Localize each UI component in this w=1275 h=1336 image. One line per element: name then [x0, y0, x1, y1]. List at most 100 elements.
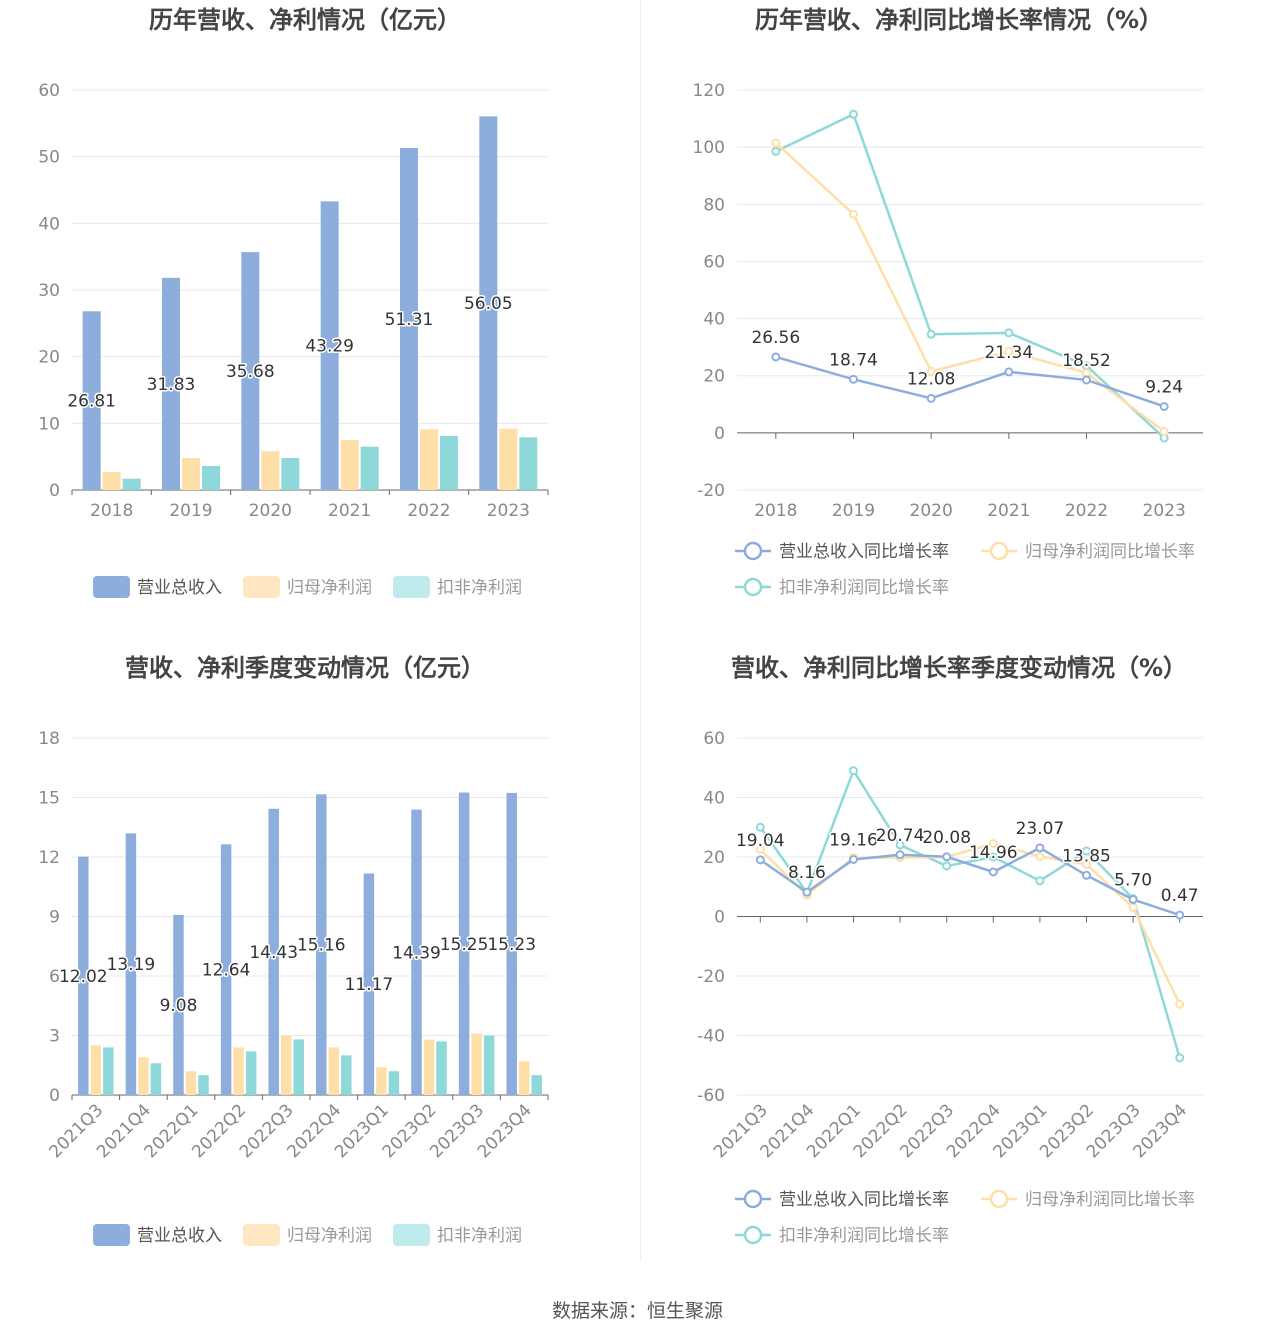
annual-growth-rate-chart: 历年营收、净利同比增长率情况（%） -20 0 20 40 60 80 100 120 2018 2…: [641, 0, 1275, 645]
data-label: 11.17: [345, 975, 394, 995]
bar-归母净利润: [138, 1057, 149, 1095]
data-label: 23.07: [1016, 819, 1065, 839]
data-label: 15.25: [440, 935, 489, 955]
annual-revenue-profit-chart: 历年营收、净利情况（亿元） 0 10 20 30 40 50 60 2018 2019 2020 20…: [0, 0, 637, 645]
y-tick-label: 9: [49, 908, 60, 928]
series-line-营业总收入同比增长率: [759, 846, 1181, 917]
panel-divider: [640, 0, 641, 1260]
data-point: [1128, 895, 1138, 905]
bar-扣非净利润: [531, 1075, 542, 1095]
bar-营业总收入: [173, 914, 184, 1095]
y-tick-label: 20: [703, 848, 725, 868]
bar-营业总收入: [316, 794, 327, 1095]
data-point: [1175, 999, 1185, 1009]
quarterly-growth-rate-svg: 营收、净利同比增长率季度变动情况（%）-60-40-2002040602021Q…: [697, 654, 1203, 1246]
data-point: [849, 209, 858, 219]
y-tick-label: 0: [714, 908, 725, 928]
data-point: [988, 852, 998, 862]
data-label: 43.29: [305, 337, 354, 357]
data-point: [1035, 876, 1045, 886]
bar-归母净利润: [471, 1033, 482, 1095]
data-label: 13.19: [107, 955, 156, 975]
data-label: 26.81: [67, 392, 116, 412]
x-tick-label: 2019: [169, 501, 212, 521]
legend-swatch: [393, 576, 430, 598]
data-point: [1128, 903, 1138, 913]
y-tick-label: 10: [38, 414, 60, 434]
x-tick-label: 2022: [407, 501, 450, 521]
bar-营业总收入: [82, 311, 101, 490]
data-label: 12.64: [202, 961, 251, 981]
y-tick-label: -60: [697, 1086, 725, 1106]
y-tick-label: 60: [38, 81, 60, 101]
data-point: [755, 855, 765, 865]
x-tick-label: 2020: [910, 501, 953, 521]
data-point: [771, 146, 781, 156]
quarterly-growth-rate-chart: 营收、净利同比增长率季度变动情况（%） -60 -40 -20 0 20 40 60 2021Q…: [641, 645, 1275, 1290]
y-tick-label: 60: [703, 252, 725, 272]
x-tick-label: 2023: [487, 501, 530, 521]
y-tick-label: 40: [703, 789, 725, 809]
x-tick-label: 2020: [249, 501, 292, 521]
y-tick-label: 0: [49, 481, 60, 501]
y-tick-label: 6: [49, 967, 60, 987]
data-point: [926, 329, 936, 339]
bar-扣非净利润: [360, 446, 379, 490]
bar-扣非净利润: [245, 1051, 257, 1095]
y-tick-label: 40: [38, 214, 60, 234]
bar-归母净利润: [182, 458, 200, 490]
bar-扣非净利润: [150, 1063, 162, 1095]
bar-归母净利润: [261, 451, 280, 490]
annual-growth-rate-svg: 历年营收、净利同比增长率情况（%） -20 0 20 40 60 80 100 120 2018 2…: [693, 6, 1203, 598]
legend-label: 营业总收入: [137, 578, 222, 598]
bar-归母净利润: [102, 472, 121, 490]
data-label: 31.83: [147, 375, 196, 395]
bar-营业总收入: [320, 201, 339, 490]
data-point: [942, 861, 952, 871]
y-tick-label: 0: [714, 424, 725, 444]
data-label: 12.02: [59, 967, 108, 987]
data-point: [1082, 870, 1091, 880]
legend-label: 归母净利润同比增长率: [1025, 1190, 1195, 1210]
data-label: 26.56: [751, 328, 800, 348]
data-point: [1004, 367, 1014, 377]
bar-营业总收入: [506, 792, 517, 1095]
data-label: 14.96: [969, 843, 1018, 863]
y-tick-label: 0: [49, 1086, 60, 1106]
y-tick-label: 60: [703, 729, 725, 749]
data-label: 15.16: [297, 936, 346, 956]
annual-revenue-profit-svg: 历年营收、净利情况（亿元） 0 10 20 30 40 50 60 2018 2019 2020 20…: [38, 6, 549, 598]
x-tick-label: 2022: [1065, 501, 1108, 521]
x-tick-label: 2019: [832, 501, 875, 521]
y-tick-label: 40: [703, 310, 725, 330]
quarterly-revenue-profit-chart: 营收、净利季度变动情况（亿元） 0 3 6 9 12 15 18 2021Q3 2021Q4 202…: [0, 645, 637, 1290]
data-point: [926, 393, 936, 403]
y-tick-label: 50: [38, 148, 60, 168]
bar-扣非净利润: [202, 466, 220, 490]
data-label: 14.39: [392, 943, 441, 963]
data-point: [1004, 328, 1014, 338]
data-point: [849, 109, 858, 119]
legend-label: 营业总收入同比增长率: [779, 1190, 949, 1210]
bar-归母净利润: [280, 1035, 292, 1095]
bar-归母净利润: [90, 1045, 102, 1095]
data-point: [1082, 859, 1091, 869]
data-point: [926, 366, 936, 376]
bar-归母净利润: [420, 429, 438, 490]
data-label: 15.23: [487, 935, 536, 955]
data-label: 9.08: [160, 996, 198, 1016]
legend-label: 扣非净利润: [437, 578, 522, 598]
x-tick-label: 2023: [1143, 501, 1186, 521]
legend-label: 营业总收入: [137, 1226, 222, 1246]
series-line-扣非净利润同比增长率: [759, 767, 1181, 1059]
bar-归母净利润: [499, 428, 518, 490]
series-line-扣非净利润同比增长率: [775, 112, 1166, 439]
legend-marker: [743, 577, 763, 597]
bar-扣非净利润: [103, 1047, 114, 1095]
bar-营业总收入: [162, 277, 180, 490]
quarterly-revenue-profit-svg: 营收、净利季度变动情况（亿元）03691215182021Q32021Q4202…: [38, 654, 549, 1246]
legend-swatch: [243, 576, 280, 598]
data-label: 20.74: [876, 826, 925, 846]
data-point: [1175, 910, 1185, 920]
y-tick-label: 120: [693, 81, 725, 101]
